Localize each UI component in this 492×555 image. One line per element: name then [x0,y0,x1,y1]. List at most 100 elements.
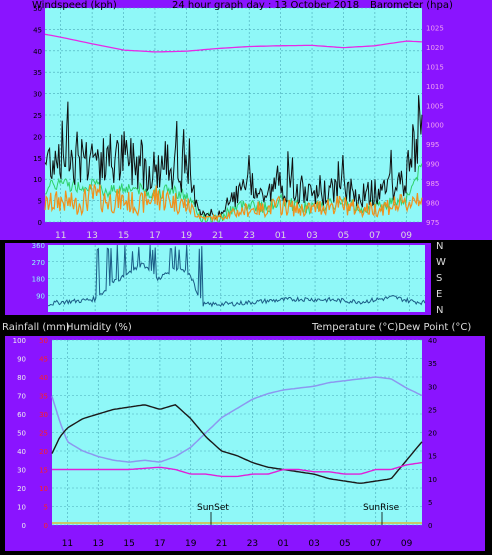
barometer-tick-label: 1010 [426,83,444,91]
rainfall-axis-title: Rainfall (mm) [2,322,70,333]
rainfall-tick-label: 40 [39,374,48,382]
rainfall-tick-label: 20 [39,448,48,456]
panel1-x-tick-label: 05 [338,231,349,241]
temperature-tick-label: 30 [428,383,437,391]
windspeed-tick-label: 50 [33,5,42,13]
windspeed-line [44,95,423,220]
dir-label-s: S [436,273,442,284]
humidity-line [51,376,423,463]
rainfall-tick-label: 30 [39,411,48,419]
direction-tick-label: 90 [36,292,45,300]
axis-tick-labels: 1111131315151717191921212323010103030505… [13,5,444,549]
panel3-x-tick-label: 11 [62,539,73,549]
windspeed-tick-label: 25 [33,112,42,120]
windspeed-tick-label: 45 [33,26,42,34]
sunrise-label: SunRise [363,503,400,513]
dir-label-n-top: N [436,241,443,252]
sunset-label: SunSet [197,503,229,513]
humidity-tick-label: 0 [22,522,26,530]
direction-tick-label: 180 [32,276,45,284]
temperature-tick-label: 20 [428,430,437,438]
windspeed-tick-label: 15 [33,155,42,163]
dir-label-e: E [436,289,442,300]
windspeed-axis-title: Windspeed (kph) [32,0,117,11]
panel1-x-tick-label: 13 [86,231,97,241]
gust-line [44,184,423,223]
humidity-tick-label: 50 [17,430,26,438]
barometer-tick-label: 975 [426,219,439,227]
windspeed-tick-label: 5 [38,198,42,206]
temperature-tick-label: 10 [428,476,437,484]
direction-tick-label: 360 [32,242,45,250]
panel3-x-tick-label: 19 [185,539,197,549]
panel1-x-tick-label: 15 [118,231,129,241]
panel1-x-tick-label: 09 [401,231,413,241]
direction-tick-label: 270 [32,259,45,267]
windspeed-tick-label: 10 [33,176,42,184]
temperature-dewpoint-axis-title: Temperature (°C)Dew Point (°C) [311,322,471,333]
panel1-x-tick-label: 11 [55,231,66,241]
panel1-x-tick-label: 17 [149,231,160,241]
panel3-x-tick-label: 01 [278,539,289,549]
rainfall-tick-label: 35 [39,393,48,401]
humidity-tick-label: 80 [17,374,26,382]
barometer-tick-label: 1015 [426,63,444,71]
panel1-series [44,33,423,223]
rainfall-tick-label: 50 [39,337,48,345]
panel1-left-frame [0,0,45,240]
humidity-tick-label: 20 [17,485,26,493]
windspeed-tick-label: 35 [33,69,42,77]
temperature-tick-label: 35 [428,360,437,368]
barometer-tick-label: 1020 [426,44,444,52]
panel3-x-tick-label: 07 [370,539,381,549]
panel1-x-tick-label: 23 [243,231,254,241]
panel1-top-frame [0,0,492,8]
panel3-x-tick-label: 15 [123,539,134,549]
temperature-tick-label: 15 [428,453,437,461]
humidity-tick-label: 10 [17,504,26,512]
windspeed-tick-label: 40 [33,48,42,56]
panel2-grid [48,245,425,312]
barometer-axis-title: Barometer (hpa) [370,0,453,11]
panel1-bottom-frame [0,222,492,240]
rainfall-tick-label: 0 [44,522,48,530]
panel3-x-tick-label: 17 [154,539,165,549]
rainfall-tick-label: 15 [39,467,48,475]
panel1-x-tick-label: 19 [181,231,193,241]
humidity-tick-label: 40 [17,448,26,456]
temperature-tick-label: 25 [428,406,437,414]
panel1-x-tick-label: 21 [212,231,223,241]
panel1-x-tick-label: 01 [275,231,286,241]
rainfall-tick-label: 5 [44,504,48,512]
panel3-x-tick-label: 23 [247,539,258,549]
humidity-tick-label: 100 [13,337,26,345]
wind-direction-line [47,244,426,308]
barometer-tick-label: 980 [426,200,439,208]
panel3-series [51,376,423,484]
dir-label-n-bottom: N [436,305,443,316]
barometer-tick-label: 1000 [426,122,444,130]
panel1-right-frame [422,0,492,240]
panel3-x-tick-label: 05 [339,539,350,549]
windspeed-tick-label: 0 [38,219,42,227]
windspeed-tick-label: 20 [33,133,42,141]
temperature-tick-label: 5 [428,499,432,507]
barometer-line [44,33,423,53]
rainfall-tick-label: 10 [39,485,48,493]
dir-label-w: W [436,257,446,268]
barometer-tick-label: 1025 [426,24,444,32]
temperature-tick-label: 40 [428,337,437,345]
panel3-x-tick-label: 03 [308,539,319,549]
windspeed-tick-label: 30 [33,91,42,99]
humidity-tick-label: 70 [17,393,26,401]
barometer-tick-label: 995 [426,141,439,149]
panel1-x-tick-label: 07 [369,231,380,241]
panel2-series [47,244,426,308]
humidity-tick-label: 60 [17,411,26,419]
rainfall-tick-label: 45 [39,356,48,364]
panel3-x-tick-label: 13 [93,539,104,549]
barometer-tick-label: 1005 [426,102,444,110]
panel3-x-tick-label: 09 [401,539,413,549]
barometer-tick-label: 990 [426,161,439,169]
